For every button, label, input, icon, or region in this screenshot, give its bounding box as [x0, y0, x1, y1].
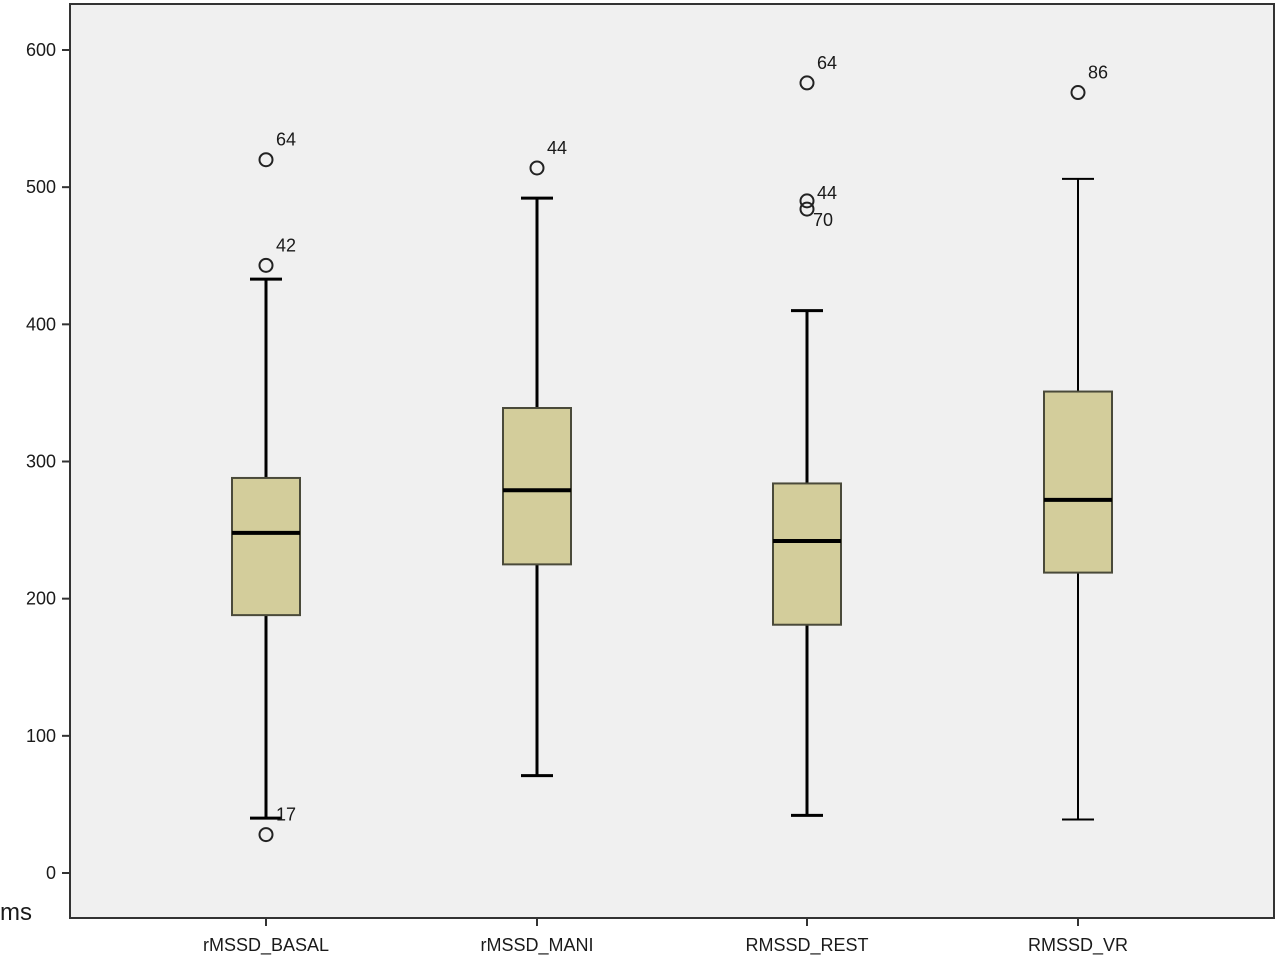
x-tick-label: RMSSD_VR: [1028, 935, 1128, 956]
outlier-label: 17: [276, 805, 296, 825]
x-axis: rMSSD_BASAL rMSSD_MANI RMSSD_REST RMSSD_VR: [203, 918, 1128, 956]
y-tick-label: 400: [26, 314, 56, 334]
outlier-point: [799, 75, 815, 91]
outlier-label: 86: [1088, 63, 1108, 83]
outlier-point: [258, 152, 274, 168]
box-group-rMSSD_MANI: 44: [502, 138, 572, 778]
x-tick-label: RMSSD_REST: [745, 935, 868, 956]
outlier-label: 70: [813, 210, 833, 230]
y-tick-label: 100: [26, 726, 56, 746]
x-tick-label: rMSSD_BASAL: [203, 935, 329, 956]
outlier-label: 44: [817, 183, 837, 203]
y-axis: 0 100 200 300 400 500 600: [26, 40, 70, 883]
y-tick-label: 500: [26, 177, 56, 197]
outlier-point: [799, 193, 815, 209]
y-axis-label: ms: [0, 899, 32, 926]
outlier-label: 44: [547, 138, 567, 158]
box-group-rMSSD_BASAL: 64 42 17: [231, 130, 301, 843]
iqr-box: [231, 476, 301, 617]
outlier-point: [799, 201, 815, 217]
outlier-label: 42: [276, 235, 296, 255]
y-tick-label: 600: [26, 40, 56, 60]
box-series: 64 42 17 44 64 44 70 86: [231, 53, 1113, 843]
box-group-RMSSD_REST: 64 44 70: [772, 53, 842, 817]
y-tick-label: 0: [46, 863, 56, 883]
outlier-point: [258, 257, 274, 273]
y-tick-label: 300: [26, 452, 56, 472]
iqr-box: [502, 407, 572, 566]
iqr-box: [1043, 390, 1113, 574]
y-tick-label: 200: [26, 589, 56, 609]
outlier-label: 64: [817, 53, 837, 73]
x-tick-label: rMSSD_MANI: [480, 935, 593, 956]
box-group-RMSSD_VR: 86: [1043, 63, 1113, 821]
outlier-point: [1070, 85, 1086, 101]
outlier-label: 64: [276, 130, 296, 150]
outlier-point: [529, 160, 545, 176]
iqr-box: [772, 482, 842, 626]
outlier-point: [258, 827, 274, 843]
